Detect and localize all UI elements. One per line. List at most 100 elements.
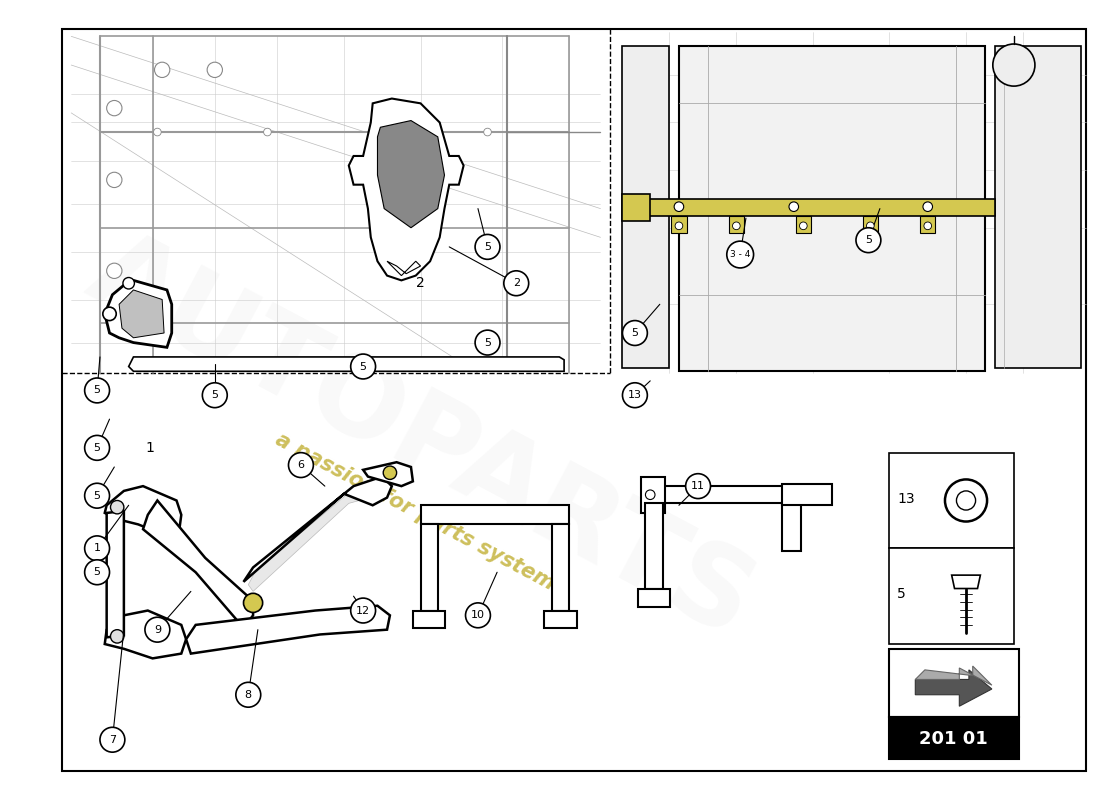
Polygon shape xyxy=(782,484,832,506)
Circle shape xyxy=(202,382,228,408)
Polygon shape xyxy=(646,503,662,590)
Polygon shape xyxy=(104,486,182,534)
Circle shape xyxy=(145,618,169,642)
Circle shape xyxy=(100,727,124,752)
Polygon shape xyxy=(119,290,164,338)
Bar xyxy=(890,717,1019,759)
Polygon shape xyxy=(671,216,686,234)
Text: 5: 5 xyxy=(484,338,491,347)
Polygon shape xyxy=(107,511,124,638)
Circle shape xyxy=(243,594,263,613)
Bar xyxy=(890,548,1014,644)
Text: 5: 5 xyxy=(898,587,906,602)
Text: 5: 5 xyxy=(865,235,872,245)
Text: 10: 10 xyxy=(471,610,485,620)
Circle shape xyxy=(107,101,122,116)
Text: 2: 2 xyxy=(416,276,425,290)
Circle shape xyxy=(107,172,122,187)
Polygon shape xyxy=(192,609,384,652)
Circle shape xyxy=(685,474,711,498)
Circle shape xyxy=(207,62,222,78)
Polygon shape xyxy=(186,606,389,654)
Circle shape xyxy=(85,378,110,403)
Circle shape xyxy=(288,453,313,478)
Polygon shape xyxy=(544,610,576,628)
Polygon shape xyxy=(387,262,420,275)
Circle shape xyxy=(856,228,881,253)
Circle shape xyxy=(924,222,932,230)
Circle shape xyxy=(623,382,647,408)
Text: 8: 8 xyxy=(244,690,252,700)
Text: 6: 6 xyxy=(297,460,305,470)
Circle shape xyxy=(993,44,1035,86)
Text: 201 01: 201 01 xyxy=(920,730,988,748)
Polygon shape xyxy=(104,610,186,658)
Circle shape xyxy=(475,330,500,355)
Polygon shape xyxy=(679,46,986,371)
Polygon shape xyxy=(420,506,569,525)
Text: AUTOPARTS: AUTOPARTS xyxy=(70,218,771,658)
Polygon shape xyxy=(994,46,1081,369)
Circle shape xyxy=(123,278,134,289)
Circle shape xyxy=(923,202,933,211)
Circle shape xyxy=(102,307,117,321)
Text: 1: 1 xyxy=(94,543,100,554)
Polygon shape xyxy=(640,477,664,513)
Text: a passion for parts systems: a passion for parts systems xyxy=(272,430,569,600)
Polygon shape xyxy=(243,477,392,582)
Polygon shape xyxy=(104,280,172,347)
Polygon shape xyxy=(646,486,794,503)
Bar xyxy=(890,649,1019,717)
Circle shape xyxy=(800,222,807,230)
Circle shape xyxy=(378,128,386,136)
Text: 11: 11 xyxy=(691,481,705,491)
Circle shape xyxy=(504,271,529,296)
Polygon shape xyxy=(143,501,253,628)
Circle shape xyxy=(351,598,375,623)
Text: 5: 5 xyxy=(94,386,100,395)
Polygon shape xyxy=(412,610,446,628)
Text: 13: 13 xyxy=(898,491,915,506)
Text: 9: 9 xyxy=(154,625,161,634)
Text: 12: 12 xyxy=(356,606,371,615)
Circle shape xyxy=(727,241,754,268)
Circle shape xyxy=(945,479,987,522)
Circle shape xyxy=(675,222,683,230)
Polygon shape xyxy=(129,357,564,371)
Polygon shape xyxy=(728,216,744,234)
Circle shape xyxy=(85,435,110,460)
Circle shape xyxy=(867,222,875,230)
Polygon shape xyxy=(952,575,980,589)
Circle shape xyxy=(646,490,654,499)
Circle shape xyxy=(235,682,261,707)
Polygon shape xyxy=(249,484,384,591)
Bar xyxy=(890,453,1014,548)
Polygon shape xyxy=(640,199,994,216)
Circle shape xyxy=(154,128,162,136)
Polygon shape xyxy=(920,216,935,234)
Circle shape xyxy=(85,560,110,585)
Circle shape xyxy=(957,491,976,510)
Text: 5: 5 xyxy=(631,328,638,338)
Circle shape xyxy=(623,321,647,346)
Circle shape xyxy=(674,202,684,211)
Polygon shape xyxy=(420,525,438,610)
Circle shape xyxy=(789,202,799,211)
Polygon shape xyxy=(621,46,670,369)
Circle shape xyxy=(107,263,122,278)
Polygon shape xyxy=(915,666,992,685)
Polygon shape xyxy=(151,506,245,620)
Polygon shape xyxy=(349,98,463,280)
Text: 5: 5 xyxy=(360,362,366,371)
Polygon shape xyxy=(363,462,412,486)
Circle shape xyxy=(264,128,272,136)
Text: 5: 5 xyxy=(211,390,218,400)
Circle shape xyxy=(85,536,110,561)
Circle shape xyxy=(475,234,500,259)
Circle shape xyxy=(85,483,110,508)
Polygon shape xyxy=(552,525,569,610)
Text: 3 - 4: 3 - 4 xyxy=(730,250,750,259)
Circle shape xyxy=(465,603,491,628)
Circle shape xyxy=(484,128,492,136)
Text: 5: 5 xyxy=(94,567,100,578)
